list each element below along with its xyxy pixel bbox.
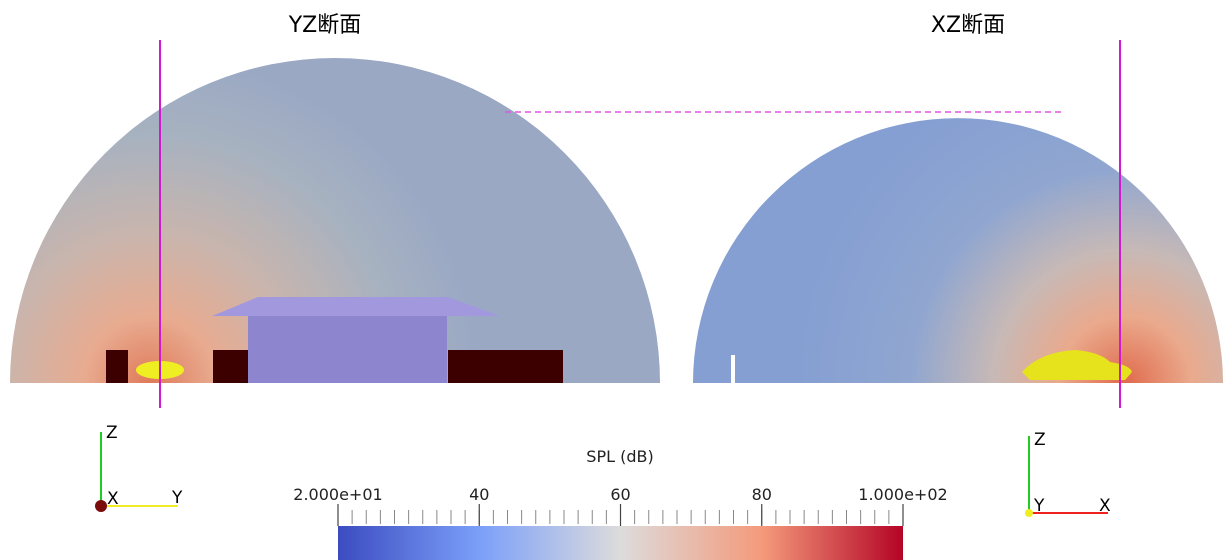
- axis-label: Y: [171, 488, 183, 508]
- axis-label: X: [1099, 496, 1111, 516]
- axis-label: Z: [1034, 430, 1046, 450]
- axis-origin: [1025, 509, 1033, 517]
- axis-label: Y: [1033, 496, 1045, 516]
- colorbar-scale: [338, 526, 903, 560]
- colorbar-title: SPL (dB): [586, 447, 653, 466]
- tick-label: 40: [469, 485, 489, 504]
- building: [448, 350, 563, 383]
- axis-label: X: [107, 489, 119, 509]
- house-roof: [212, 297, 500, 316]
- yz-section: [10, 58, 660, 383]
- axis-label: Z: [106, 423, 118, 443]
- marker: [731, 355, 735, 383]
- tick-label: 80: [752, 485, 772, 504]
- tick-label: 1.000e+02: [858, 485, 947, 504]
- car: [1022, 350, 1132, 380]
- view-title: XZ断面: [931, 13, 1005, 38]
- view-title: YZ断面: [288, 13, 362, 38]
- building: [106, 350, 128, 383]
- tick-label: 2.000e+01: [293, 485, 382, 504]
- axes-triad: Z Y X: [1025, 430, 1111, 517]
- house: [248, 315, 447, 383]
- tick-label: 60: [610, 485, 630, 504]
- axis-origin: [95, 500, 107, 512]
- axes-triad: Z X Y: [95, 423, 183, 512]
- xz-section: [693, 118, 1223, 384]
- colorbar: SPL (dB) 2.000e+01 40 60 80 1.000e+02: [293, 447, 948, 560]
